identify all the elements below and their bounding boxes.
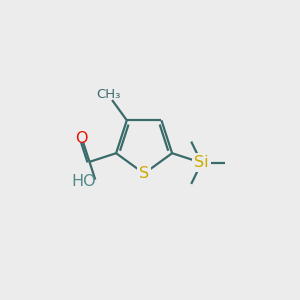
- Text: S: S: [139, 166, 149, 181]
- Text: CH₃: CH₃: [96, 88, 121, 101]
- Text: Si: Si: [194, 155, 209, 170]
- Text: O: O: [75, 131, 88, 146]
- Text: HO: HO: [72, 174, 96, 189]
